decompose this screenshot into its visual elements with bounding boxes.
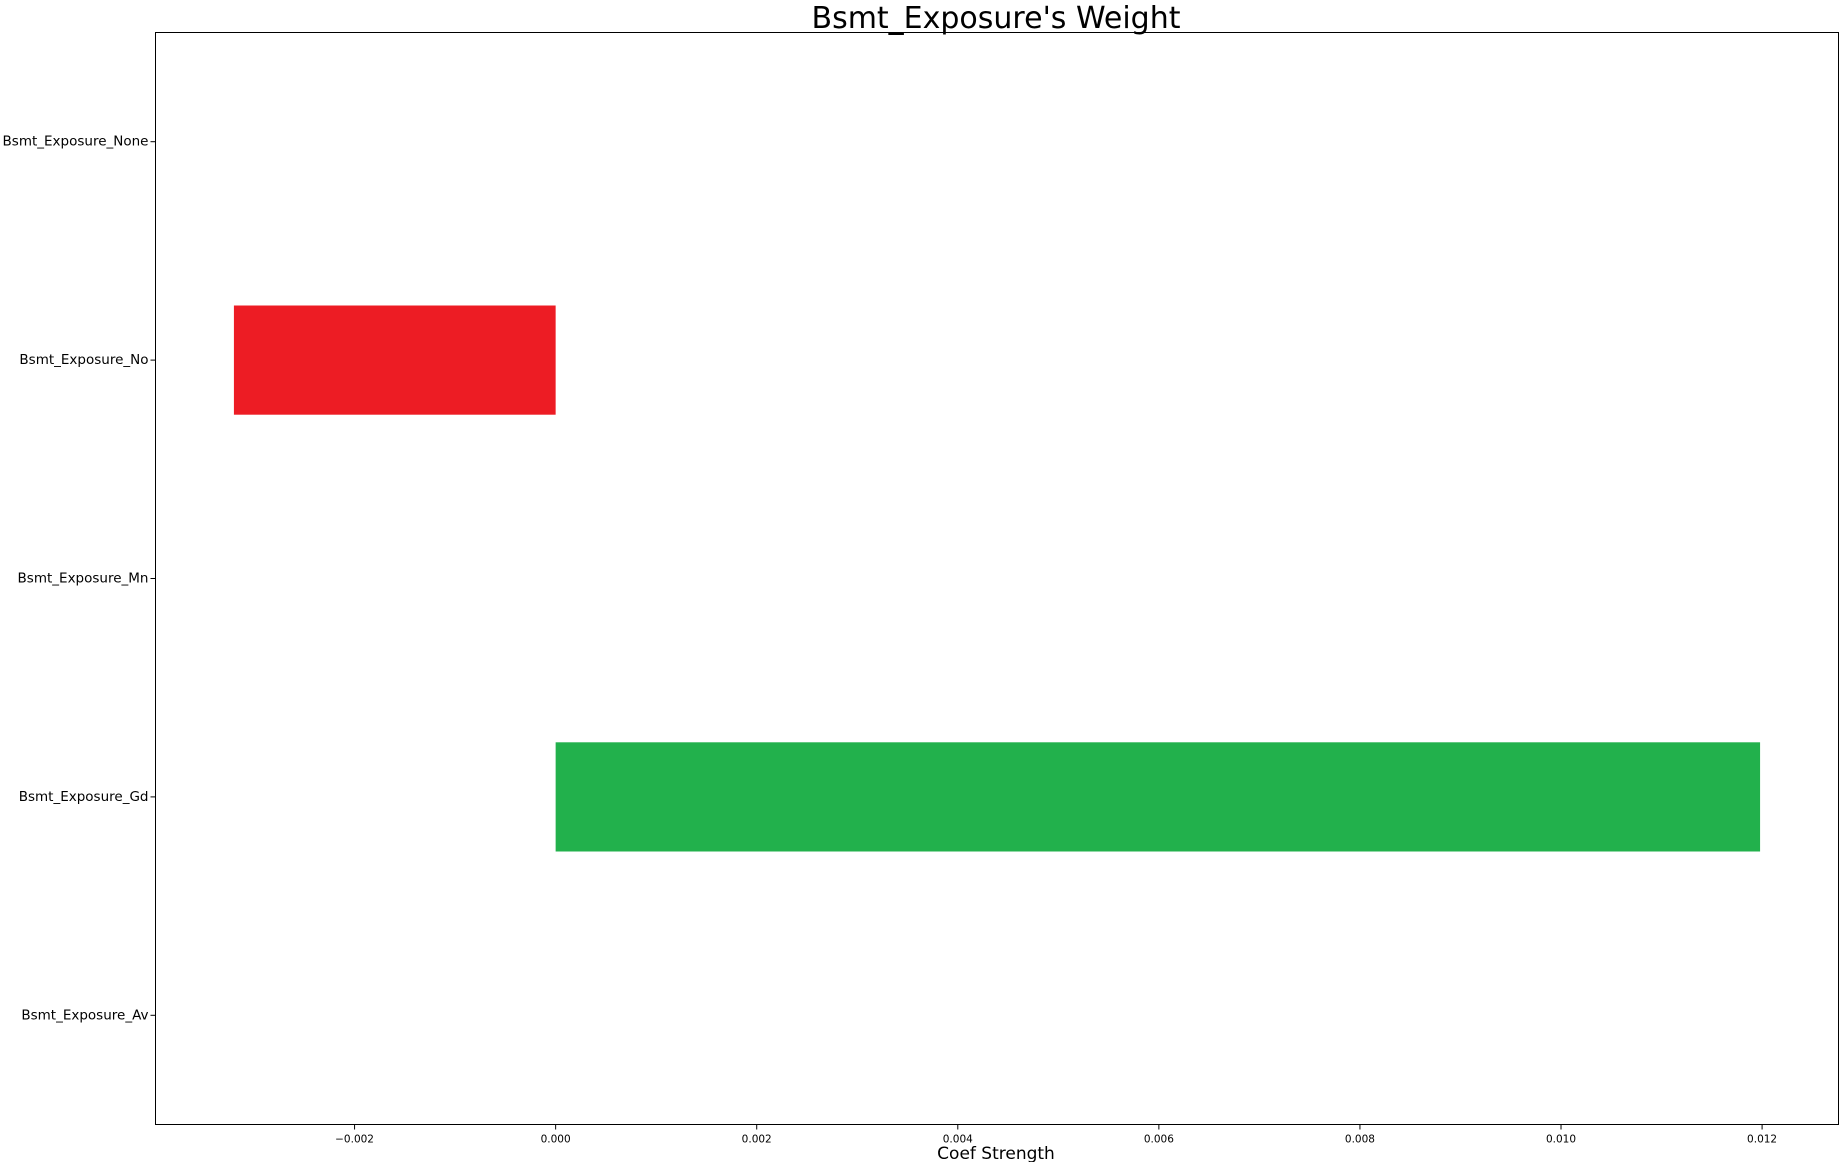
y-axis: Bsmt_Exposure_None Bsmt_Exposure_No Bsmt_E… [3,134,156,1023]
x-axis: −0.002 0.000 0.002 0.004 0.006 0.008 0.010 0.01… [335,1124,1777,1146]
x-tick-label: 0.010 [1546,1134,1576,1146]
bar-bsmt-exposure-gd [555,742,1761,852]
y-tick-label: Bsmt_Exposure_Gd [19,789,149,805]
x-tick-label: 0.008 [1345,1134,1375,1146]
bar-bsmt-exposure-no [233,305,556,415]
y-tick-label: Bsmt_Exposure_Mn [18,571,149,587]
x-axis-label: Coef Strength [937,1144,1055,1162]
bars-group [233,305,1761,852]
y-tick-label: Bsmt_Exposure_Av [21,1007,148,1023]
axes-frame [155,32,1839,1125]
x-tick-label: 0.004 [943,1134,973,1146]
x-tick-label: 0.002 [742,1134,772,1146]
chart-title: Bsmt_Exposure's Weight [811,1,1180,36]
x-tick-label: 0.006 [1144,1134,1174,1146]
x-tick-label: −0.002 [335,1134,374,1146]
x-tick-label: 0.012 [1747,1134,1777,1146]
y-tick-label: Bsmt_Exposure_No [19,352,148,368]
y-tick-label: Bsmt_Exposure_None [3,134,149,150]
x-tick-label: 0.000 [541,1134,571,1146]
